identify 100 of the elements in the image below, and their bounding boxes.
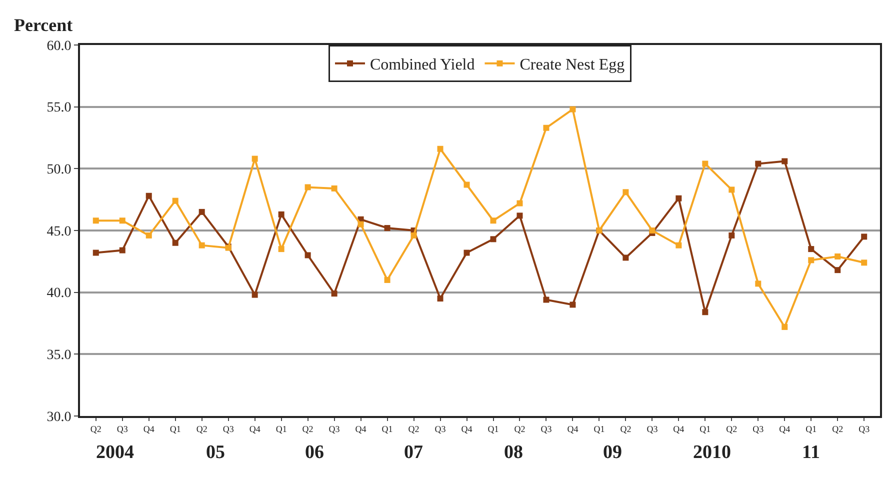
- x-tick-label: Q3: [328, 424, 340, 434]
- point: [437, 296, 444, 302]
- y-tick-label: 50.0: [46, 162, 72, 178]
- point: [358, 221, 364, 228]
- x-tick-label: Q3: [540, 424, 552, 434]
- x-tick-label: Q1: [806, 424, 817, 434]
- point: [782, 324, 788, 330]
- point: [543, 124, 550, 131]
- point: [172, 240, 178, 246]
- y-tick-label: 35.0: [46, 348, 72, 364]
- point: [808, 246, 814, 252]
- point: [437, 146, 444, 152]
- point: [516, 212, 523, 219]
- point: [516, 200, 523, 206]
- x-tick-label: Q4: [143, 424, 155, 434]
- point: [252, 292, 258, 298]
- point: [728, 232, 735, 238]
- text: 06: [305, 442, 324, 463]
- point: [331, 290, 338, 297]
- x-tick-label: Q4: [355, 424, 367, 434]
- point: [252, 156, 258, 162]
- x-tick-label: Q2: [302, 424, 314, 434]
- point: [808, 257, 814, 264]
- text: 09: [603, 442, 622, 463]
- point: [834, 253, 841, 260]
- legend-label: Combined Yield: [370, 56, 475, 74]
- x-tick-label: Q2: [726, 424, 738, 434]
- legend-label: Create Nest Egg: [520, 56, 625, 74]
- point: [119, 218, 126, 224]
- point: [755, 280, 762, 287]
- point: [92, 250, 99, 256]
- x-tick-label: Q1: [488, 424, 499, 434]
- point: [622, 189, 629, 196]
- point: [384, 225, 390, 232]
- point: [198, 208, 205, 215]
- text: 07: [404, 442, 424, 463]
- point: [92, 218, 99, 224]
- point: [570, 106, 576, 112]
- text: 05: [206, 442, 225, 463]
- x-tick-label: Q4: [249, 424, 261, 434]
- point: [464, 250, 470, 256]
- point: [304, 184, 311, 190]
- point: [728, 186, 735, 193]
- text: 08: [504, 442, 523, 463]
- x-tick-label: Q3: [222, 424, 234, 434]
- x-tick-label: Q4: [779, 424, 791, 434]
- point: [331, 185, 338, 192]
- x-tick-label: Q3: [752, 424, 764, 434]
- y-tick-label: 30.0: [46, 410, 72, 425]
- point: [676, 242, 682, 248]
- x-tick-label: Q3: [858, 424, 870, 434]
- point: [755, 160, 762, 167]
- point: [172, 198, 178, 204]
- point: [649, 228, 656, 234]
- x-tick-label: Q4: [461, 424, 473, 434]
- point: [490, 218, 496, 224]
- point: [146, 232, 152, 238]
- point: [861, 260, 868, 266]
- point: [278, 246, 284, 252]
- point: [676, 195, 682, 202]
- x-tick-label: Q2: [620, 424, 632, 434]
- y-tick-label: 45.0: [46, 224, 72, 240]
- text: 2010: [693, 442, 731, 463]
- y-tick-label: 60.0: [46, 38, 72, 54]
- point: [384, 276, 390, 283]
- x-tick-label: Q4: [567, 424, 579, 434]
- x-tick-label: Q2: [408, 424, 420, 434]
- x-tick-label: Q2: [196, 424, 208, 434]
- point: [490, 236, 496, 242]
- y-axis-title: Percent: [14, 15, 73, 35]
- text: 11: [802, 442, 820, 463]
- x-tick-label: Q1: [700, 424, 711, 434]
- point: [702, 309, 708, 316]
- point: [119, 247, 126, 254]
- point: [464, 182, 470, 188]
- point: [278, 211, 284, 218]
- x-tick-label: Q3: [434, 424, 446, 434]
- point: [304, 252, 311, 258]
- x-tick-label: Q1: [594, 424, 605, 434]
- x-tick-label: Q2: [514, 424, 526, 434]
- y-tick-label: 55.0: [46, 100, 72, 116]
- point: [834, 267, 841, 274]
- x-tick-label: Q2: [90, 424, 102, 434]
- x-tick-label: Q1: [276, 424, 287, 434]
- point: [543, 296, 550, 303]
- point: [410, 232, 417, 238]
- point: [861, 234, 868, 240]
- point: [570, 302, 576, 308]
- y-tick-label: 40.0: [46, 286, 72, 302]
- x-tick-label: Q4: [673, 424, 685, 434]
- point: [198, 242, 205, 248]
- x-tick-label: Q1: [382, 424, 393, 434]
- point: [702, 160, 708, 167]
- x-tick-label: Q1: [170, 424, 181, 434]
- text: 2004: [96, 442, 134, 463]
- x-tick-label: Q3: [646, 424, 658, 434]
- point: [782, 158, 788, 164]
- point: [146, 192, 152, 199]
- x-tick-label: Q2: [832, 424, 844, 434]
- point: [622, 254, 629, 261]
